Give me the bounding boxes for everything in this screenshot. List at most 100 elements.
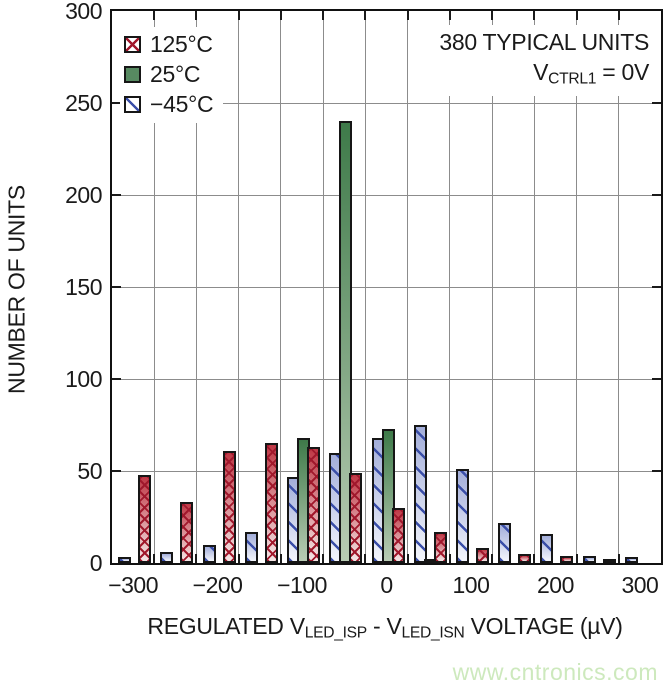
x-title-post: VOLTAGE (µV): [464, 613, 623, 639]
y-tick-label: 50: [77, 458, 102, 484]
vctrl-condition-text: VCTRL1 = 0V: [439, 57, 649, 94]
axis-tick-top: [533, 11, 536, 20]
y-axis-title: NUMBER OF UNITS: [3, 185, 30, 394]
axis-tick-left: [112, 470, 121, 472]
axis-tick-bottom: [153, 554, 156, 563]
axis-tick-bottom: [237, 554, 240, 563]
x-tick-label: −200: [192, 572, 243, 598]
axis-tick-bottom: [448, 554, 451, 563]
gridline-horizontal: [112, 286, 661, 288]
axis-tick-bottom: [195, 554, 198, 563]
axis-tick-left: [112, 102, 121, 104]
x-title-mid: - V: [366, 613, 402, 639]
legend-label-25c: 25°C: [150, 60, 201, 87]
vctrl-value: = 0V: [596, 59, 649, 85]
conditions-annotation: 380 TYPICAL UNITS VCTRL1 = 0V: [435, 25, 653, 97]
axis-tick-right: [652, 194, 661, 196]
bar-−45°C-150uV: [498, 522, 512, 563]
bar-25°C-0uV: [381, 428, 395, 563]
axis-tick-bottom: [575, 554, 578, 563]
legend-swatch-blue-diagonal-icon: [124, 95, 141, 113]
x-tick-label: 200: [536, 572, 574, 598]
axis-tick-top: [491, 11, 494, 20]
y-tick-label: 200: [65, 182, 102, 208]
bar-125°C-0uV: [391, 507, 405, 563]
bar-125°C--200uV: [222, 450, 236, 563]
axis-tick-bottom: [322, 554, 325, 563]
legend-label-minus45c: −45°C: [150, 90, 214, 117]
axis-tick-left: [112, 378, 121, 380]
bar-−45°C-250uV: [582, 555, 596, 563]
axis-tick-left: [112, 194, 121, 196]
watermark-text: www.cntronics.com: [452, 659, 658, 685]
axis-tick-left: [112, 286, 121, 288]
axis-tick-bottom: [406, 554, 409, 563]
x-tick-label: 300: [621, 572, 659, 598]
legend-item-125c: 125°C: [124, 29, 213, 59]
vctrl-v: V: [533, 59, 549, 85]
legend-label-125c: 125°C: [150, 30, 213, 57]
legend: 125°C 25°C −45°C: [120, 27, 224, 123]
bar-−45°C-50uV: [413, 425, 427, 563]
x-tick-label: −100: [277, 572, 327, 598]
axis-tick-top: [575, 11, 578, 20]
y-tick-label: 0: [89, 550, 103, 576]
x-title-pre: REGULATED V: [147, 613, 305, 639]
axis-tick-bottom: [364, 554, 367, 563]
y-tick-label: 150: [65, 274, 102, 300]
legend-item-minus45c: −45°C: [124, 89, 214, 119]
axis-tick-top: [153, 11, 156, 20]
bar-−45°C-100uV: [455, 469, 469, 563]
axis-tick-right: [652, 378, 661, 380]
bar-125°C--50uV: [349, 472, 363, 563]
bar-−45°C--200uV: [202, 544, 216, 563]
y-tick-label: 100: [65, 366, 102, 392]
axis-tick-bottom: [533, 554, 536, 563]
bar-−45°C--150uV: [244, 531, 258, 563]
bar-125°C-150uV: [518, 553, 532, 563]
bar-25°C--50uV: [339, 121, 353, 563]
x-axis-title: REGULATED VLED_ISP - VLED_ISN VOLTAGE (µ…: [55, 613, 665, 642]
axis-tick-right: [652, 470, 661, 472]
y-tick-label: 300: [65, 0, 102, 24]
axis-tick-top: [195, 11, 198, 20]
axis-tick-top: [364, 11, 367, 20]
axis-tick-top: [237, 11, 240, 20]
legend-item-25c: 25°C: [124, 59, 213, 89]
axis-tick-bottom: [279, 554, 282, 563]
axis-tick-top: [448, 11, 451, 20]
gridline-horizontal: [112, 378, 661, 380]
bar-125°C-250uV: [602, 559, 616, 563]
gridline-horizontal: [112, 102, 661, 104]
legend-swatch-green-solid-icon: [124, 65, 141, 83]
bar-125°C--150uV: [264, 443, 278, 563]
x-tick-label: 0: [380, 572, 393, 598]
axis-tick-right: [652, 286, 661, 288]
x-title-sub1: LED_ISP: [304, 624, 367, 642]
typical-units-text: 380 TYPICAL UNITS: [439, 29, 649, 55]
bar-125°C-200uV: [560, 555, 574, 563]
axis-tick-top: [322, 11, 325, 20]
gridline-horizontal: [112, 194, 661, 196]
axis-tick-top: [406, 11, 409, 20]
legend-swatch-red-crosshatch-icon: [124, 35, 141, 53]
axis-tick-top: [617, 11, 620, 20]
bar-−45°C--300uV: [118, 557, 132, 563]
x-title-sub2: LED_ISN: [401, 624, 465, 642]
axis-tick-right: [652, 102, 661, 104]
bar-125°C--300uV: [138, 474, 152, 563]
bar-−45°C-300uV: [624, 557, 638, 563]
y-tick-label: 250: [65, 90, 102, 116]
plot-frame: 125°C 25°C −45°C 380 TYPICAL UNITS VCTRL…: [110, 9, 663, 565]
x-tick-label: −300: [108, 572, 159, 598]
bar-−45°C--250uV: [160, 551, 174, 563]
bar-−45°C-200uV: [540, 533, 554, 563]
x-tick-label: 100: [452, 572, 490, 598]
bar-125°C-100uV: [475, 548, 489, 563]
bar-125°C--250uV: [180, 502, 194, 563]
bar-125°C-50uV: [433, 531, 447, 563]
plot-area: [112, 11, 661, 563]
axis-tick-bottom: [491, 554, 494, 563]
axis-tick-top: [279, 11, 282, 20]
axis-tick-bottom: [617, 554, 620, 563]
